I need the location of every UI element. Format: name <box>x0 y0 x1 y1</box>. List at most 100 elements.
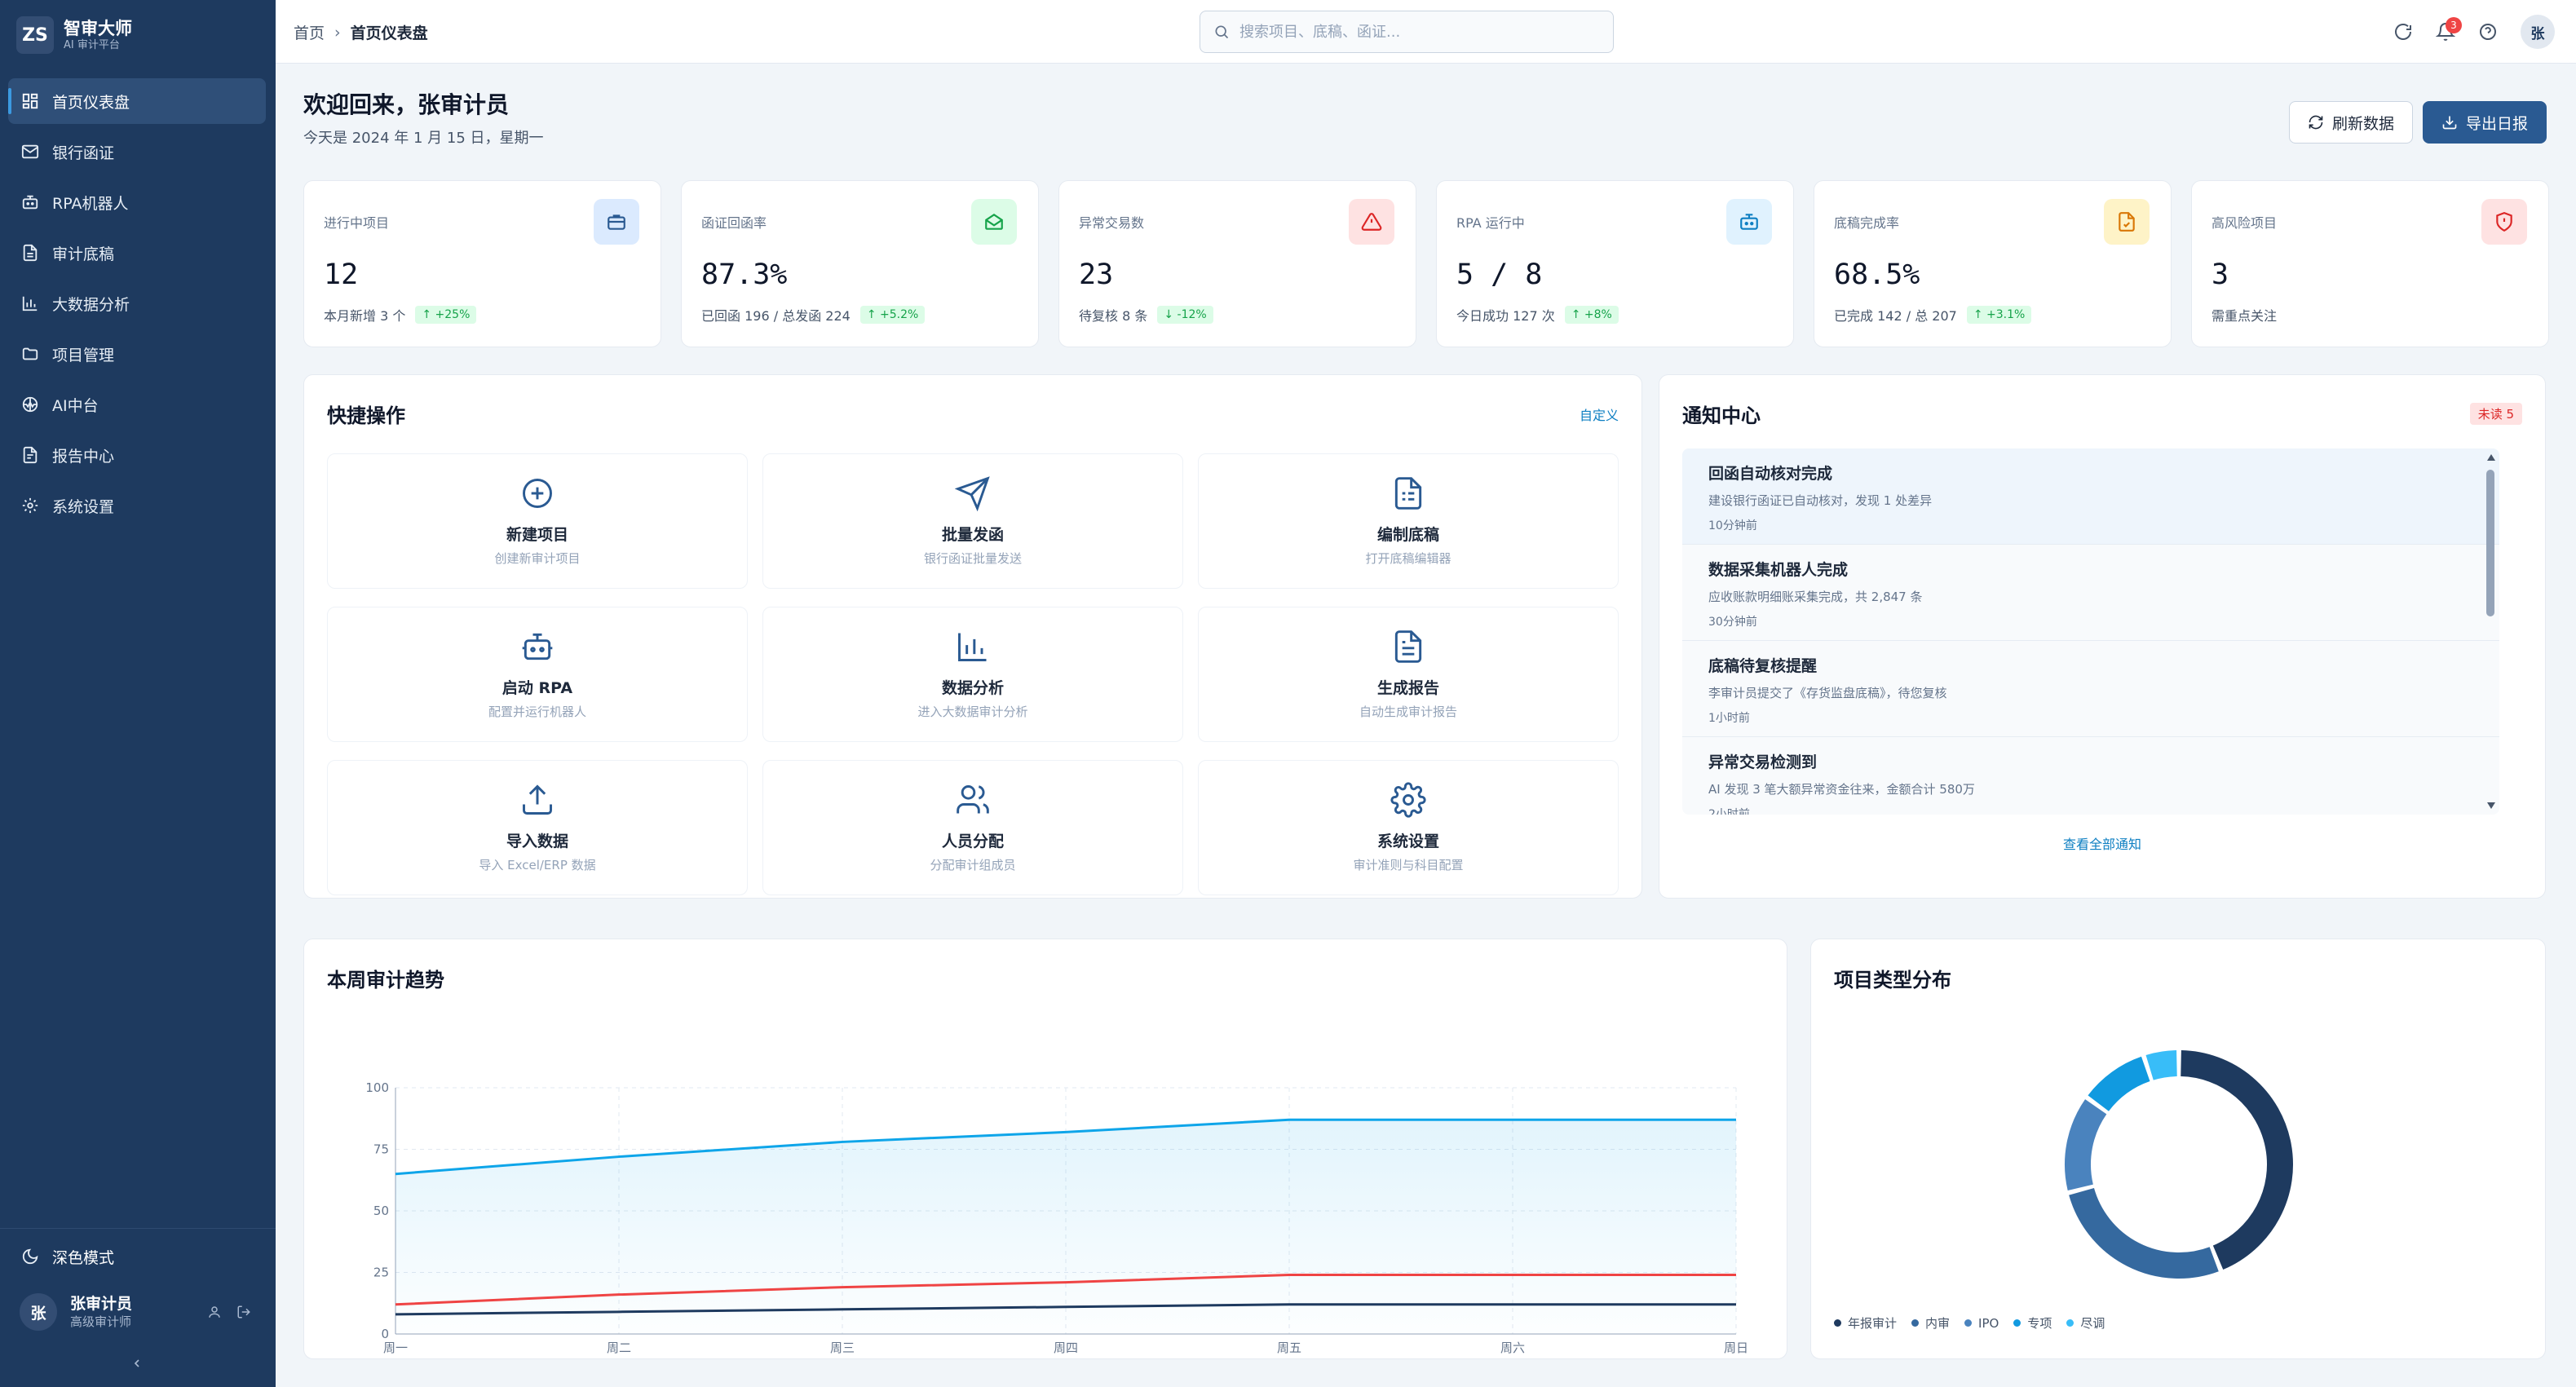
stat-sub: 已完成 142 / 总 207 <box>1834 308 1957 324</box>
stat-card-rpa[interactable]: RPA 运行中 5 / 8 今日成功 127 次 ↑ +8% <box>1436 180 1794 347</box>
x-tick-label: 周二 <box>607 1341 631 1355</box>
breadcrumb-home[interactable]: 首页 <box>294 24 325 42</box>
sidebar-item-rpa[interactable]: RPA机器人 <box>8 179 266 225</box>
collapse-sidebar-button[interactable] <box>130 1357 144 1370</box>
stat-card-workpaper-rate[interactable]: 底稿完成率 68.5% 已完成 142 / 总 207 ↑ +3.1% <box>1814 180 2172 347</box>
series-line <box>395 1303 1736 1316</box>
legend-swatch <box>2013 1319 2021 1327</box>
upload-icon <box>523 784 552 815</box>
sidebar-item-big-data[interactable]: 大数据分析 <box>8 280 266 326</box>
notification-item-desc: 建设银行函证已自动核对，发现 1 处差异 <box>1708 493 1933 508</box>
pie-slice[interactable] <box>2180 1050 2293 1270</box>
stat-sub: 待复核 8 条 <box>1079 308 1148 324</box>
legend-item[interactable]: 尽调 <box>2066 1314 2105 1332</box>
quick-action-title: 导入数据 <box>506 833 568 850</box>
breadcrumb-separator: › <box>334 23 341 42</box>
legend-item[interactable]: 内审 <box>1911 1314 1950 1332</box>
pie-slice[interactable] <box>2145 1050 2178 1080</box>
pie-slice[interactable] <box>2088 1056 2150 1112</box>
quick-action-data-analysis[interactable]: 数据分析 进入大数据审计分析 <box>762 607 1183 742</box>
report-icon <box>23 446 38 464</box>
refresh-data-button[interactable]: 刷新数据 <box>2288 101 2413 144</box>
scrollbar-thumb[interactable] <box>2486 470 2494 616</box>
quick-action-settings[interactable]: 系统设置 审计准则与科目配置 <box>1198 760 1619 895</box>
stat-sub: 今日成功 127 次 <box>1456 308 1555 324</box>
dark-mode-toggle[interactable]: 深色模式 <box>0 1234 276 1279</box>
sidebar-item-reports[interactable]: 报告中心 <box>8 432 266 478</box>
help-button[interactable] <box>2478 22 2498 42</box>
notification-item-time: 10分钟前 <box>1708 519 1757 532</box>
y-tick-label: 50 <box>373 1204 389 1218</box>
list-item[interactable]: 回函自动核对完成 建设银行函证已自动核对，发现 1 处差异 10分钟前 <box>1682 448 2499 545</box>
notification-item-time: 2小时前 <box>1708 808 1750 815</box>
export-report-button[interactable]: 导出日报 <box>2422 101 2547 144</box>
pie-slice[interactable] <box>2065 1099 2107 1190</box>
scroll-up-icon[interactable] <box>2486 453 2496 462</box>
scroll-down-icon[interactable] <box>2486 802 2496 810</box>
view-all-notifications-link[interactable]: 查看全部通知 <box>2062 837 2141 852</box>
scrollbar[interactable] <box>2486 448 2498 815</box>
sidebar-bottom: 深色模式 <box>0 1228 276 1279</box>
file-check-icon <box>2104 199 2150 245</box>
pie-slice[interactable] <box>2069 1187 2219 1279</box>
notification-item-desc: 李审计员提交了《存货监盘底稿》，待您复核 <box>1708 686 1947 700</box>
sidebar-item-projects[interactable]: 项目管理 <box>8 331 266 377</box>
quick-action-import-data[interactable]: 导入数据 导入 Excel/ERP 数据 <box>327 760 748 895</box>
stat-card-confirmation-rate[interactable]: 函证回函率 87.3% 已回函 196 / 总发函 224 ↑ +5.2% <box>681 180 1039 347</box>
sidebar-item-dashboard[interactable]: 首页仪表盘 <box>8 78 266 124</box>
quick-action-workpaper[interactable]: 编制底稿 打开底稿编辑器 <box>1198 453 1619 589</box>
logout-icon[interactable] <box>236 1305 251 1319</box>
sidebar-item-label: 银行函证 <box>52 144 115 162</box>
stat-card-anomalies[interactable]: 异常交易数 23 待复核 8 条 ↓ -12% <box>1058 180 1416 347</box>
legend-item[interactable]: 专项 <box>2013 1314 2052 1332</box>
sidebar-item-ai[interactable]: AI中台 <box>8 382 266 427</box>
stat-label: 函证回函率 <box>701 215 767 231</box>
stat-card-high-risk[interactable]: 高风险项目 3 需重点关注 <box>2191 180 2549 347</box>
stat-trend: ↑ +8% <box>1564 306 1619 324</box>
quick-action-start-rpa[interactable]: 启动 RPA 配置并运行机器人 <box>327 607 748 742</box>
quick-action-desc: 分配审计组成员 <box>930 858 1016 872</box>
trend-chart-panel: 本周审计趋势 0 25 50 75 100 周一 周二 周三 周四 周五 周六 周日 <box>303 939 1787 1359</box>
warning-icon <box>1349 199 1394 245</box>
y-tick-label: 100 <box>365 1080 389 1095</box>
dashboard-icon <box>22 93 38 109</box>
trend-chart-title: 本周审计趋势 <box>327 969 444 992</box>
quick-action-new-project[interactable]: 新建项目 创建新审计项目 <box>327 453 748 589</box>
legend-item[interactable]: IPO <box>1964 1314 1999 1332</box>
legend-swatch <box>2066 1319 2074 1327</box>
search-box[interactable] <box>1200 11 1614 53</box>
sidebar-nav: 首页仪表盘 银行函证 RPA机器人 审计底稿 大数据分析 项目管理 AI中台 <box>8 78 266 533</box>
sidebar-item-workpapers[interactable]: 审计底稿 <box>8 230 266 276</box>
chart-legend: 年报审计 内审 IPO 专项 尽调 <box>1834 1314 2105 1332</box>
sidebar-item-settings[interactable]: 系统设置 <box>8 483 266 528</box>
welcome: 欢迎回来，张审计员 今天是 2024 年 1 月 15 日，星期一 <box>303 91 544 148</box>
stat-label: RPA 运行中 <box>1456 215 1525 231</box>
quick-action-assign-staff[interactable]: 人员分配 分配审计组成员 <box>762 760 1183 895</box>
customize-link[interactable]: 自定义 <box>1579 408 1619 423</box>
stat-sub: 本月新增 3 个 <box>324 308 406 324</box>
list-item[interactable]: 异常交易检测到 AI 发现 3 笔大额异常资金往来，金额合计 580万 2小时前 <box>1682 737 2499 815</box>
series-line <box>395 1274 1736 1306</box>
list-item[interactable]: 底稿待复核提醒 李审计员提交了《存货监盘底稿》，待您复核 1小时前 <box>1682 641 2499 737</box>
quick-action-title: 数据分析 <box>941 679 1004 697</box>
stat-trend: ↓ -12% <box>1157 306 1213 324</box>
quick-action-title: 编制底稿 <box>1376 526 1439 544</box>
avatar[interactable]: 张 <box>2521 15 2555 49</box>
quick-action-batch-send[interactable]: 批量发函 银行函证批量发送 <box>762 453 1183 589</box>
sidebar-item-bank-confirmation[interactable]: 银行函证 <box>8 129 266 174</box>
search-input[interactable] <box>1239 23 1598 41</box>
page-title: 欢迎回来，张审计员 <box>303 91 510 118</box>
refresh-icon-button[interactable] <box>2393 22 2413 42</box>
stat-value: 5 / 8 <box>1456 258 1543 291</box>
list-item[interactable]: 数据采集机器人完成 应收账款明细账采集完成，共 2,847 条 30分钟前 <box>1682 545 2499 641</box>
user-icon[interactable] <box>207 1305 222 1319</box>
y-tick-label: 0 <box>381 1327 389 1341</box>
moon-icon <box>22 1248 38 1265</box>
briefcase-icon <box>594 199 639 245</box>
quick-action-generate-report[interactable]: 生成报告 自动生成审计报告 <box>1198 607 1619 742</box>
user-role: 高级审计师 <box>70 1314 132 1329</box>
legend-item[interactable]: 年报审计 <box>1834 1314 1897 1332</box>
notification-list[interactable]: 回函自动核对完成 建设银行函证已自动核对，发现 1 处差异 10分钟前 数据采集… <box>1682 448 2499 815</box>
stat-card-projects[interactable]: 进行中项目 12 本月新增 3 个 ↑ +25% <box>303 180 661 347</box>
notifications-button[interactable]: 3 <box>2436 17 2462 42</box>
